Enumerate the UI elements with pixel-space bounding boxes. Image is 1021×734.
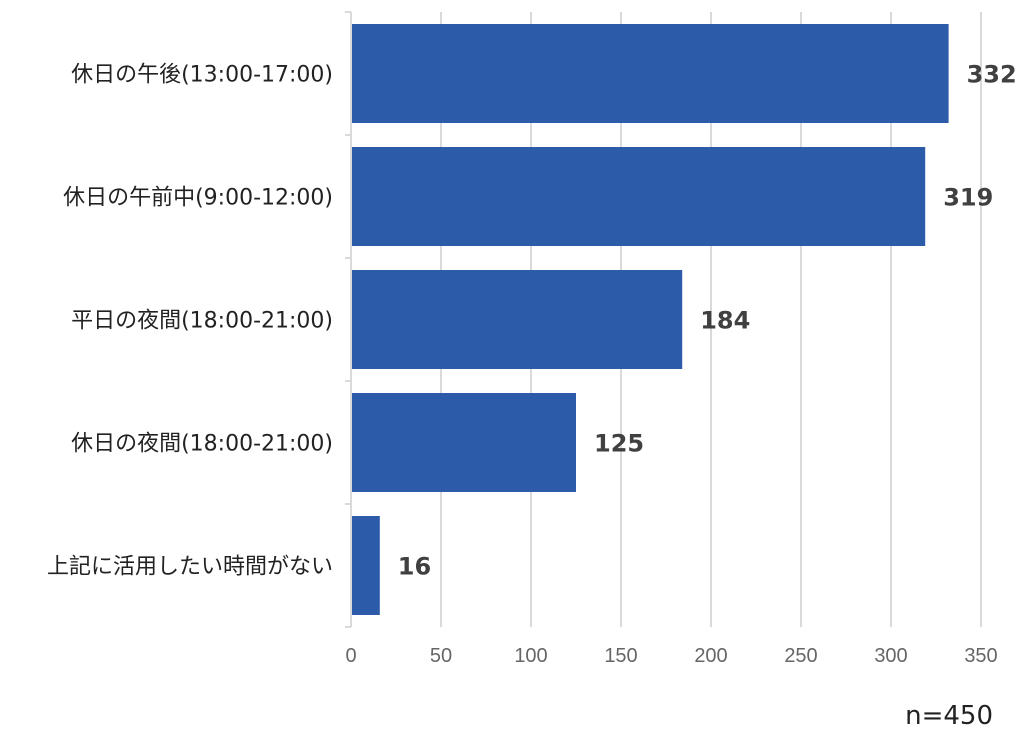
bar: [352, 393, 576, 492]
x-tick-label: 0: [345, 645, 356, 667]
axes: [345, 11, 352, 628]
bar: [352, 270, 683, 369]
category-label: 上記に活用したい時間がない: [47, 555, 333, 580]
x-tick-label: 200: [694, 645, 727, 667]
category-label: 平日の夜間(18:00-21:00): [71, 309, 333, 334]
data-label: 16: [398, 553, 431, 581]
x-tick-label: 50: [430, 645, 452, 667]
category-label: 休日の午後(13:00-17:00): [71, 63, 333, 88]
x-tick-label: 250: [784, 645, 817, 667]
data-label: 319: [943, 184, 993, 212]
x-tick-label: 350: [964, 645, 997, 667]
x-tick-label: 300: [874, 645, 907, 667]
data-label: 184: [700, 307, 750, 335]
bar: [352, 24, 949, 123]
bar: [352, 147, 926, 246]
x-tick-label: 100: [514, 645, 547, 667]
x-tick-label: 150: [604, 645, 637, 667]
bars: [352, 24, 949, 615]
bar: [352, 516, 380, 615]
sample-size-note: n=450: [905, 701, 993, 731]
category-label: 休日の夜間(18:00-21:00): [71, 432, 333, 457]
data-label: 332: [967, 61, 1017, 89]
labels: 0 50 100 150 200 250 300 350 休日の午後(13:00-17:00) 3…: [47, 61, 1017, 668]
data-label: 125: [594, 430, 644, 458]
category-label: 休日の午前中(9:00-12:00): [63, 186, 333, 211]
